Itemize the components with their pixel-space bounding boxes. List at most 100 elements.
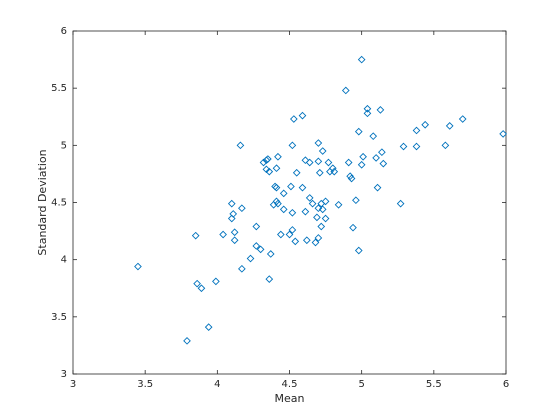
marker (236, 141, 245, 150)
y-tick-label: 4.5 (51, 198, 67, 209)
x-tick-label: 3 (70, 379, 76, 390)
marker (227, 199, 236, 208)
marker (359, 152, 367, 161)
marker (265, 167, 274, 176)
marker (317, 222, 326, 231)
marker (288, 208, 297, 217)
marker (212, 277, 220, 286)
y-tick-label: 6 (61, 26, 67, 37)
marker (238, 264, 246, 273)
marker (441, 141, 450, 150)
marker (274, 152, 282, 161)
marker (272, 164, 281, 173)
marker (246, 254, 255, 263)
x-tick-label: 4 (214, 379, 220, 390)
marker (357, 55, 366, 64)
marker (204, 323, 213, 331)
y-tick-label: 3 (61, 369, 67, 380)
marker (324, 158, 333, 167)
marker (334, 200, 343, 209)
marker (354, 127, 363, 136)
x-tick-label: 4.5 (282, 379, 298, 390)
x-tick-label: 5 (358, 379, 364, 390)
marker (315, 168, 324, 177)
marker (352, 196, 360, 205)
marker (341, 86, 350, 95)
marker (230, 236, 239, 245)
marker (191, 231, 200, 240)
marker (238, 204, 246, 213)
marker (421, 120, 430, 129)
marker (328, 164, 337, 173)
marker (314, 204, 323, 213)
marker (252, 242, 261, 250)
marker (330, 167, 339, 176)
marker (357, 160, 366, 169)
marker (372, 154, 380, 162)
y-tick-label: 3.5 (51, 312, 67, 323)
marker (230, 228, 239, 237)
marker (363, 109, 372, 118)
y-axis-label: Standard Deviation (36, 149, 49, 255)
marker (272, 183, 281, 192)
y-tick-label: 4 (61, 255, 67, 266)
marker (458, 115, 467, 123)
marker (378, 148, 386, 157)
marker (412, 126, 421, 135)
marker (269, 200, 278, 209)
marker (314, 157, 323, 166)
marker (197, 284, 206, 293)
marker (445, 122, 454, 130)
x-axis-label: Mean (275, 392, 305, 405)
marker (321, 214, 330, 223)
marker (354, 246, 363, 255)
marker (347, 174, 356, 183)
marker (302, 236, 311, 245)
marker (292, 168, 301, 177)
marker (346, 172, 354, 181)
marker (396, 199, 405, 208)
marker (229, 210, 238, 218)
marker (288, 226, 297, 234)
marker (264, 155, 272, 163)
marker (373, 183, 382, 192)
x-tick-label: 6 (503, 379, 509, 390)
marker (499, 130, 507, 138)
marker (369, 132, 378, 141)
marker (301, 207, 310, 216)
marker (311, 238, 320, 247)
marker (252, 222, 261, 231)
marker (305, 158, 314, 167)
marker (379, 159, 388, 168)
marker (287, 182, 295, 191)
marker (279, 205, 288, 214)
marker (298, 111, 307, 120)
marker (227, 214, 236, 223)
marker (265, 275, 274, 283)
marker (279, 189, 288, 198)
marker (259, 158, 268, 167)
x-tick-label: 3.5 (137, 379, 153, 390)
marker (291, 237, 300, 246)
marker (289, 115, 298, 123)
marker (301, 156, 310, 165)
marker (321, 197, 330, 206)
marker (344, 158, 353, 167)
marker (298, 183, 307, 192)
marker (274, 199, 282, 208)
marker (134, 262, 142, 271)
y-tick-label: 5.5 (51, 83, 67, 94)
marker (305, 194, 314, 202)
y-tick-label: 5 (61, 140, 67, 151)
marker (219, 230, 227, 239)
marker (193, 279, 201, 288)
marker (412, 142, 421, 151)
marker (318, 147, 327, 155)
marker (277, 230, 285, 239)
x-tick-label: 5.5 (426, 379, 442, 390)
marker (308, 199, 317, 208)
marker (363, 104, 372, 113)
marker (313, 213, 321, 222)
